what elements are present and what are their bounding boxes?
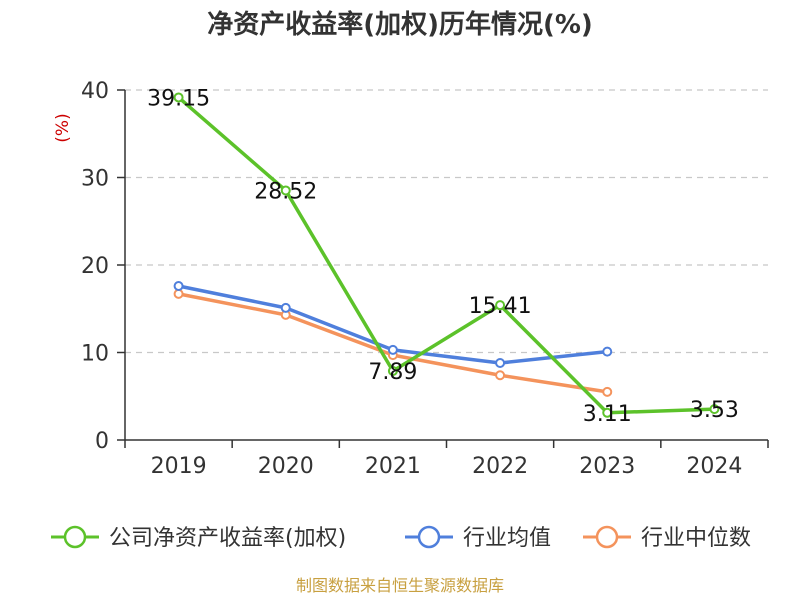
legend-label-0: 公司净资产收益率(加权) [109, 526, 346, 551]
x-tick-label-2019: 2019 [151, 454, 207, 479]
data-label-2022: 15.41 [469, 294, 532, 319]
point-2-2022 [495, 370, 506, 381]
chart-title: 净资产收益率(加权)历年情况(%) [207, 9, 593, 40]
y-tick-label-4: 40 [81, 79, 109, 104]
point-1-2021 [387, 344, 398, 355]
x-tick-label-2024: 2024 [686, 454, 742, 479]
data-label-2020: 28.52 [254, 179, 317, 204]
legend-item-0[interactable]: 公司净资产收益率(加权) [51, 525, 346, 551]
legend-label-2: 行业中位数 [641, 526, 751, 551]
point-0-2023 [602, 407, 613, 418]
legend-marker-2 [595, 525, 619, 549]
series-0 [173, 92, 720, 418]
y-axis-label: (%) [53, 113, 73, 142]
point-0-2019 [173, 92, 184, 103]
data-label-2024: 3.53 [690, 398, 739, 423]
y-tick-label-3: 30 [81, 167, 109, 192]
gridlines [125, 89, 768, 354]
data-labels: 39.15 28.52 7.89 15.41 3.11 3.53 [147, 86, 739, 426]
y-tick-label-0: 0 [95, 429, 109, 454]
legend-item-1[interactable]: 行业均值 [405, 525, 551, 551]
legend[interactable]: 公司净资产收益率(加权) 行业均值 行业中位数 [51, 525, 751, 551]
legend-marker-0 [63, 525, 87, 549]
data-label-2021: 7.89 [368, 360, 417, 385]
point-2-2023 [602, 386, 613, 397]
y-tick-label-1: 10 [81, 342, 109, 367]
point-2-2019 [173, 288, 184, 299]
point-1-2020 [280, 302, 291, 313]
axes: 0 10 20 30 40 2019 2020 2021 2022 2023 2024 [81, 79, 769, 479]
point-0-2020 [280, 185, 291, 196]
point-0-2021 [387, 365, 398, 376]
y-tick-label-2: 20 [81, 254, 109, 279]
legend-marker-1 [417, 525, 441, 549]
series-lines [173, 92, 720, 418]
x-tick-label-2020: 2020 [258, 454, 314, 479]
series-1 [173, 281, 613, 368]
data-label-2019: 39.15 [147, 86, 210, 111]
series-line-0 [176, 95, 717, 415]
source-note: 制图数据来自恒生聚源数据库 [296, 576, 504, 595]
data-label-2023: 3.11 [583, 402, 632, 427]
x-tick-label-2021: 2021 [365, 454, 421, 479]
x-tick-label-2023: 2023 [579, 454, 635, 479]
point-1-2022 [495, 358, 506, 368]
point-0-2022 [495, 300, 506, 311]
legend-item-2[interactable]: 行业中位数 [583, 525, 751, 551]
point-1-2023 [602, 346, 613, 357]
legend-label-1: 行业均值 [463, 526, 551, 551]
point-1-2019 [173, 281, 184, 291]
point-0-2024 [709, 404, 720, 415]
x-tick-label-2022: 2022 [472, 454, 528, 479]
